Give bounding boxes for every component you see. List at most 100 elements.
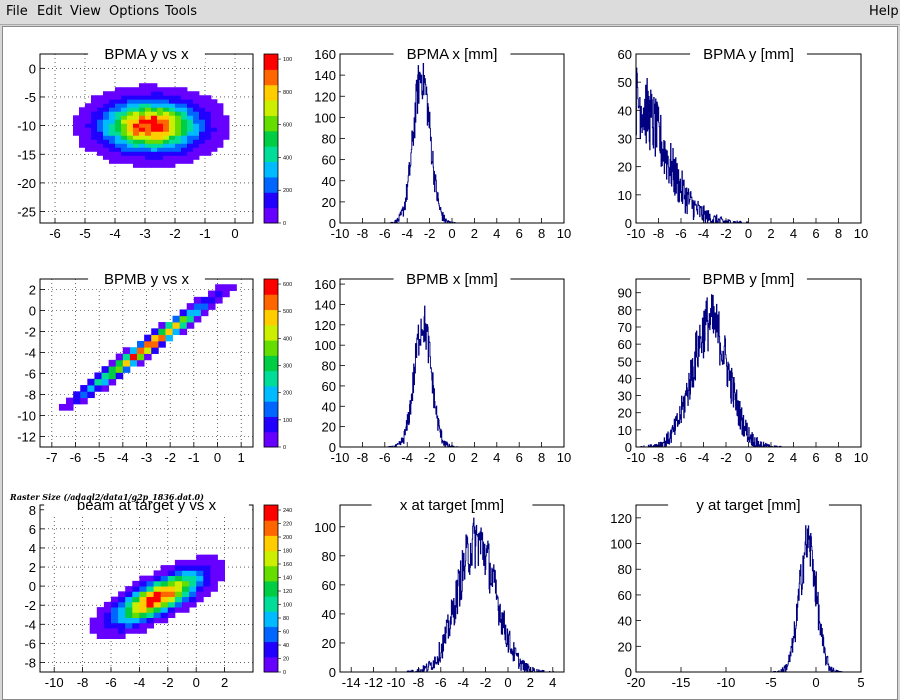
heatmap-cell (215, 290, 223, 298)
menu-options[interactable]: Options (109, 4, 160, 19)
menu-help[interactable]: Help (869, 4, 899, 19)
heatmap-cell (132, 596, 140, 603)
heatmap-cell (169, 139, 176, 144)
heatmap-cell (211, 111, 218, 116)
heatmap-cell (121, 103, 128, 108)
x-tick-label: -4 (117, 450, 129, 465)
heatmap-cell (157, 131, 164, 136)
heatmap-cell (108, 378, 117, 386)
heatmap-cell (158, 328, 166, 336)
heatmap-cell (196, 570, 204, 577)
heatmap-cell (91, 119, 98, 124)
menu-view[interactable]: View (70, 4, 101, 19)
heatmap-cell (199, 143, 206, 148)
heatmap-cell (121, 95, 128, 100)
heatmap-cell (103, 99, 110, 104)
heatmap-cell (133, 115, 140, 120)
heatmap-cell (121, 99, 128, 104)
heatmap-cell (160, 565, 169, 571)
menu-edit[interactable]: Edit (37, 4, 63, 19)
x-tick-label: 6 (812, 450, 819, 465)
heatmap-cell (193, 111, 200, 116)
heatmap-cell (132, 601, 140, 608)
title-box (690, 269, 807, 288)
heatmap-cell (85, 139, 92, 144)
heatmap-cell (103, 127, 110, 132)
heatmap-cell (115, 91, 122, 96)
heatmap-cell (167, 601, 176, 608)
heatmap-cell (139, 575, 147, 582)
heatmap-cell (181, 111, 188, 116)
heatmap-cell (223, 119, 230, 124)
heatmap-cell (203, 591, 211, 598)
heatmap-cell (145, 151, 152, 156)
y-tick-label: 120 (314, 89, 336, 104)
heatmap-cell (199, 115, 206, 120)
heatmap-cell (172, 322, 181, 329)
y-tick-label: 0 (625, 216, 632, 231)
palette-tick-label: 80 (283, 616, 289, 622)
plot-frame (339, 504, 565, 673)
heatmap-cell (66, 397, 74, 405)
heatmap-cell (193, 131, 200, 136)
heatmap-cell (151, 111, 158, 116)
heatmap-cell (167, 607, 176, 613)
heatmap-cell (169, 127, 176, 132)
menu-file[interactable]: File (6, 4, 28, 19)
heatmap-cell (133, 95, 140, 100)
plot-canvas[interactable]: 0 200 400 600 800 100 -6 -5 -4 -3 -2 -1 0 -25 -20 -15 -1… (2, 26, 898, 700)
heatmap-cell (169, 155, 176, 160)
heatmap-cell (151, 131, 158, 136)
heatmap-cell (163, 151, 170, 156)
heatmap-cell (157, 115, 164, 120)
palette-swatch (264, 641, 278, 658)
palette-swatch (264, 207, 278, 224)
heatmap-cell (144, 340, 152, 348)
heatmap-cell (96, 633, 105, 639)
palette-swatch (264, 192, 278, 209)
x-tick-label: -10 (627, 450, 646, 465)
x-tick-label: -8 (653, 226, 665, 241)
heatmap-cell (137, 340, 145, 348)
heatmap-cell (79, 127, 86, 132)
palette-border (263, 504, 279, 673)
menu-tools[interactable]: Tools (165, 4, 198, 19)
heatmap-cell (175, 103, 182, 108)
heatmap-cell (200, 309, 209, 317)
heatmap-cell (196, 596, 204, 603)
palette-swatch (264, 520, 278, 536)
y-tick-label: 60 (618, 47, 632, 62)
heatmap-cell (189, 570, 197, 577)
heatmap-cell (203, 575, 211, 582)
y-tick-label: 4 (29, 541, 36, 556)
palette-tick-label: 500 (283, 309, 292, 315)
heatmap-cell (111, 628, 119, 634)
heatmap-cell (144, 353, 152, 361)
heatmap-cell (174, 570, 183, 577)
heatmap-cell (153, 601, 162, 608)
palette-swatch (264, 626, 278, 643)
palette-border (263, 53, 279, 224)
heatmap-cell (172, 328, 181, 336)
heatmap-cell (182, 575, 190, 582)
x-tick-label: 2 (471, 226, 478, 241)
y-tick-label: 90 (618, 286, 632, 301)
x-tick-label: -2 (720, 226, 732, 241)
heatmap-cell (158, 322, 166, 329)
heatmap-cell (97, 99, 104, 104)
x-tick-label: -2 (424, 450, 436, 465)
heatmap-cell (109, 131, 116, 136)
y-tick-label: 20 (322, 195, 336, 210)
heatmap-cell (189, 565, 197, 571)
heatmap-cell (181, 115, 188, 120)
heatmap-cell (111, 596, 119, 603)
heatmap-cell (146, 580, 154, 587)
y-tick-label: 40 (618, 371, 632, 386)
palette-swatch (264, 100, 278, 116)
heatmap-cell (121, 143, 128, 148)
y-tick-label: 60 (322, 578, 336, 593)
